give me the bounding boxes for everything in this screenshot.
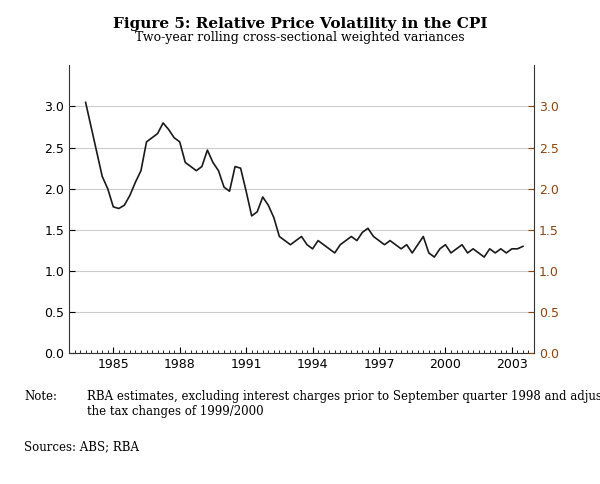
Text: RBA estimates, excluding interest charges prior to September quarter 1998 and ad: RBA estimates, excluding interest charge… [87,390,600,418]
Text: Figure 5: Relative Price Volatility in the CPI: Figure 5: Relative Price Volatility in t… [113,17,487,31]
Text: Note:: Note: [24,390,57,403]
Text: Two-year rolling cross-sectional weighted variances: Two-year rolling cross-sectional weighte… [135,31,465,45]
Text: Sources: ABS; RBA: Sources: ABS; RBA [24,440,139,454]
